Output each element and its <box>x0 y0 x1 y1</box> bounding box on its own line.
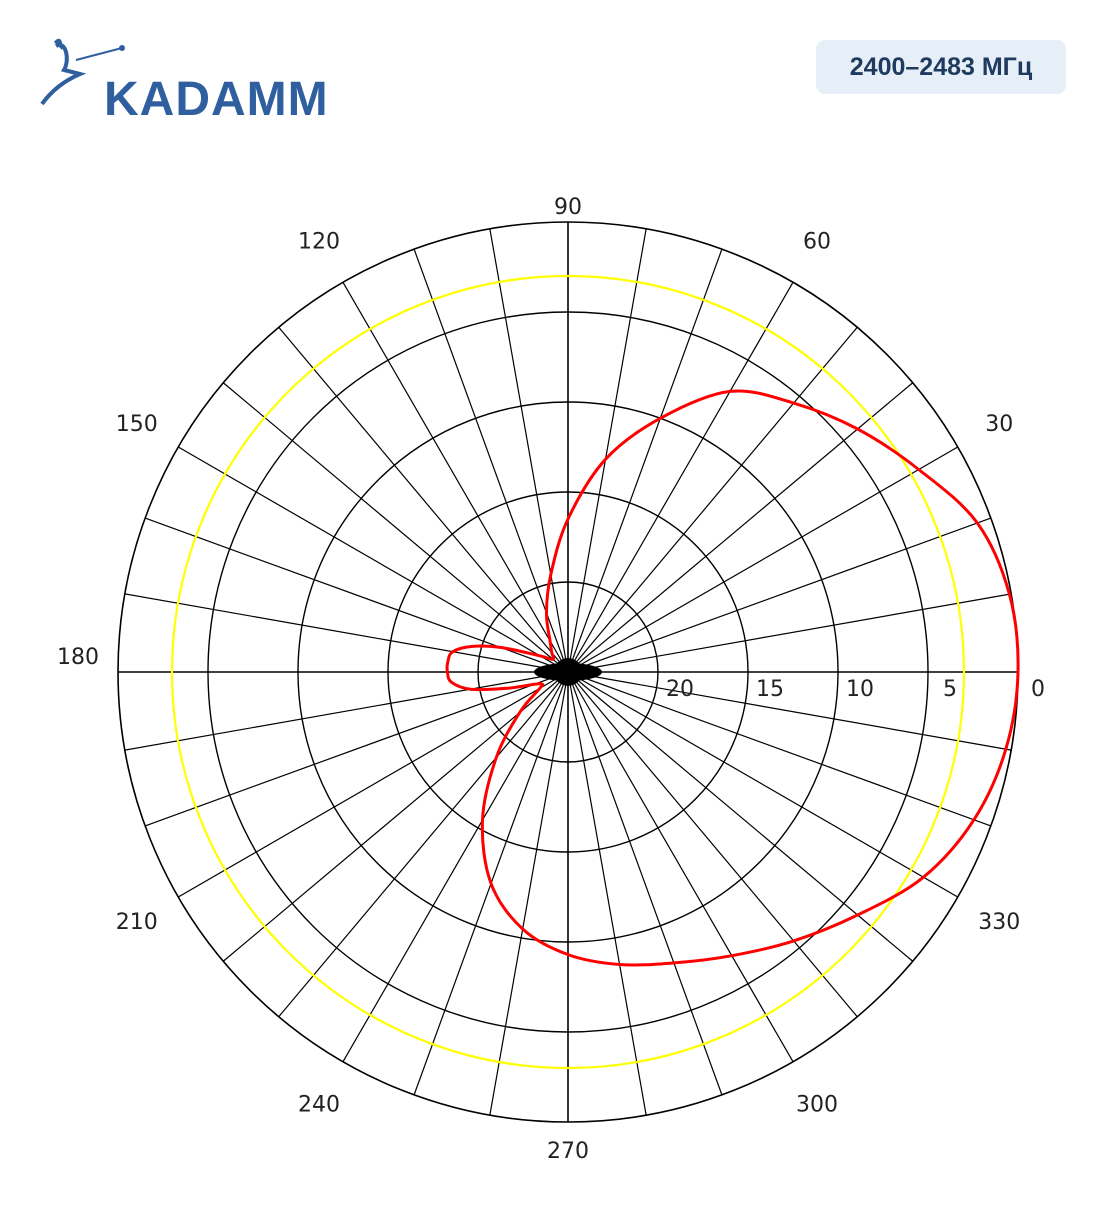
kadamm-logo: KADAMM <box>36 30 328 126</box>
spoke-300 <box>567 671 794 1063</box>
radial-tick-label-20: 20 <box>666 677 694 702</box>
spoke-310 <box>567 671 858 1018</box>
angle-tick-label-330: 330 <box>978 910 1020 935</box>
spoke-230 <box>278 671 569 1018</box>
spoke-280 <box>567 671 647 1116</box>
pattern-line-0 <box>445 389 1020 967</box>
spoke-60 <box>567 281 794 673</box>
spoke-170 <box>124 593 569 673</box>
angle-tick-label-150: 150 <box>116 412 158 437</box>
radial-tick-label-10: 10 <box>846 677 874 702</box>
spoke-240 <box>342 671 569 1063</box>
spoke-40 <box>567 382 914 673</box>
spoke-70 <box>567 248 723 673</box>
angle-tick-label-90: 90 <box>554 195 582 220</box>
spoke-150 <box>177 446 569 673</box>
angle-tick-label-300: 300 <box>796 1092 838 1117</box>
spoke-50 <box>567 326 858 673</box>
spoke-290 <box>567 671 723 1096</box>
spoke-120 <box>342 281 569 673</box>
reference-ring-layer <box>170 274 966 1070</box>
spoke-330 <box>567 671 959 898</box>
spoke-140 <box>222 382 569 673</box>
spoke-350 <box>567 671 1012 751</box>
radial-tick-label-5: 5 <box>943 677 957 702</box>
angle-tick-label-270: 270 <box>547 1139 589 1164</box>
spoke-340 <box>567 671 992 827</box>
center-hub-spread <box>534 663 602 681</box>
angle-tick-label-240: 240 <box>298 1092 340 1117</box>
angle-tick-label-120: 120 <box>298 230 340 255</box>
radial-tick-label-15: 15 <box>756 677 784 702</box>
spoke-80 <box>567 228 647 673</box>
angle-tick-label-0: 0 <box>1031 677 1045 702</box>
spoke-30 <box>567 446 959 673</box>
series-layer <box>445 389 1020 967</box>
polar-grid <box>117 221 1019 1123</box>
spoke-210 <box>177 671 569 898</box>
spoke-20 <box>567 517 992 673</box>
reference-ring <box>170 274 966 1070</box>
angle-tick-label-60: 60 <box>803 230 831 255</box>
angle-tick-label-30: 30 <box>985 412 1013 437</box>
spoke-110 <box>413 248 569 673</box>
logo-text: KADAMM <box>104 73 329 126</box>
spoke-220 <box>222 671 569 962</box>
tick-label-layer: 0 30 60 90 120 150 180 210 240 270 300 330 20 15 10 5 <box>57 195 1045 1164</box>
spoke-200 <box>144 671 569 827</box>
spoke-320 <box>567 671 914 962</box>
spoke-100 <box>489 228 569 673</box>
angle-tick-label-180: 180 <box>57 645 99 670</box>
kadamm-logo-mark-icon <box>40 38 125 106</box>
spoke-260 <box>489 671 569 1116</box>
spoke-190 <box>124 671 569 751</box>
angle-tick-label-210: 210 <box>116 910 158 935</box>
spoke-10 <box>567 593 1012 673</box>
spoke-130 <box>278 326 569 673</box>
frequency-badge: 2400–2483 МГц <box>816 40 1066 94</box>
